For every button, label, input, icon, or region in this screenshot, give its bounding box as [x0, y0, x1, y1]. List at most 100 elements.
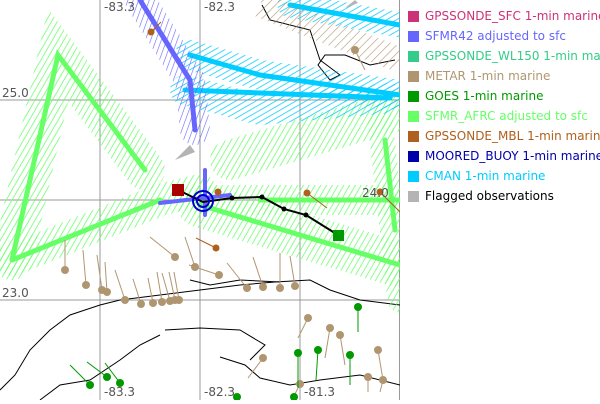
- metar-barbs: [255, 0, 405, 72]
- wind-barb: [69, 364, 91, 386]
- wind-barb: [247, 357, 264, 379]
- legend-label: SFMR_AFRC adjusted to sfc: [425, 109, 588, 123]
- station-dot: [294, 349, 302, 357]
- station-dot: [214, 188, 222, 196]
- wind-barb: [149, 236, 176, 258]
- legend-item[interactable]: Flagged observations: [408, 186, 600, 206]
- wind-barb: [96, 254, 103, 291]
- legend-item[interactable]: GPSSONDE_MBL 1-min marine: [408, 126, 600, 146]
- legend-item[interactable]: GPSSONDE_SFC 1-min marine: [408, 6, 600, 26]
- wind-barb: [114, 269, 126, 301]
- station-dot: [158, 298, 166, 306]
- legend-swatch-icon: [408, 50, 419, 62]
- station-dot: [137, 300, 145, 308]
- lon-label-top: -82.3: [204, 0, 236, 14]
- lon-label-bottom: -81.3: [304, 385, 336, 399]
- wind-barb: [184, 236, 196, 268]
- station-dot: [175, 296, 183, 304]
- wind-barb: [339, 334, 346, 366]
- station-dot: [354, 303, 362, 311]
- station-dot: [304, 314, 312, 322]
- track-start-marker: [172, 184, 184, 196]
- legend-label: MOORED_BUOY 1-min marine: [425, 149, 600, 163]
- station-dot: [376, 188, 384, 196]
- legend-item[interactable]: GPSSONDE_WL150 1-min marine: [408, 46, 600, 66]
- wind-barb: [306, 192, 328, 209]
- legend-swatch-icon: [408, 170, 419, 182]
- legend-swatch-icon: [408, 110, 419, 122]
- wind-barb: [195, 237, 217, 249]
- legend-label: SFMR42 adjusted to sfc: [425, 29, 566, 43]
- wind-barb: [173, 271, 180, 301]
- legend-label: CMAN 1-min marine: [425, 169, 546, 183]
- station-dot: [291, 282, 299, 290]
- station-dot: [290, 393, 298, 401]
- station-dot: [215, 271, 223, 279]
- wind-barb: [324, 327, 331, 359]
- station-dot: [243, 284, 251, 292]
- legend-swatch-icon: [408, 190, 419, 202]
- station-dot: [296, 380, 304, 388]
- flagged-observation: [175, 145, 195, 160]
- lat-label: 25.0: [2, 86, 29, 100]
- legend-item[interactable]: CMAN 1-min marine: [408, 166, 600, 186]
- station-dot: [351, 46, 359, 54]
- wind-barb: [156, 271, 163, 303]
- legend-item[interactable]: SFMR42 adjusted to sfc: [408, 26, 600, 46]
- legend-swatch-icon: [408, 150, 419, 162]
- wind-map[interactable]: -83.3 -82.3 25.0 24.0 23.0 -83.3 -82.3 -…: [0, 0, 423, 401]
- station-dot: [82, 281, 90, 289]
- storm-center-icon: [192, 190, 214, 212]
- track-end-marker: [333, 230, 344, 241]
- legend: GPSSONDE_SFC 1-min marine SFMR42 adjusted…: [408, 6, 600, 206]
- station-dot: [346, 351, 354, 359]
- lat-label: 24.0: [362, 186, 389, 200]
- wind-barb: [289, 255, 296, 287]
- station-dot: [336, 331, 344, 339]
- station-dot: [326, 324, 334, 332]
- legend-item[interactable]: GOES 1-min marine: [408, 86, 600, 106]
- lon-label-bottom: -83.3: [104, 385, 136, 399]
- station-dot: [103, 288, 111, 296]
- wind-barb: [377, 349, 384, 381]
- flagged-observation: [345, 0, 358, 8]
- wind-barb: [132, 278, 142, 305]
- station-dot: [149, 299, 157, 307]
- wind-barb: [379, 191, 401, 213]
- wind-barb: [86, 361, 108, 378]
- station-dot: [379, 376, 387, 384]
- wind-barb: [147, 277, 154, 304]
- legend-label: Flagged observations: [425, 189, 554, 203]
- wind-barb: [104, 362, 121, 384]
- legend-item[interactable]: METAR 1-min marine: [408, 66, 600, 86]
- station-dot: [61, 266, 69, 274]
- station-dot: [171, 253, 179, 261]
- legend-swatch-icon: [408, 10, 419, 22]
- station-dot: [374, 346, 382, 354]
- station-dot: [212, 244, 220, 252]
- station-dot: [259, 354, 267, 362]
- legend-swatch-icon: [408, 30, 419, 42]
- station-dot: [147, 28, 155, 36]
- station-dot: [103, 373, 111, 381]
- station-dot: [121, 296, 129, 304]
- legend-item[interactable]: SFMR_AFRC adjusted to sfc: [408, 106, 600, 126]
- legend-swatch-icon: [408, 70, 419, 82]
- lon-label-bottom: -82.3: [204, 385, 236, 399]
- wind-barb: [315, 349, 319, 381]
- wind-barb: [188, 264, 220, 276]
- legend-label: GPSSONDE_SFC 1-min marine: [425, 9, 600, 23]
- map-canvas[interactable]: [0, 0, 423, 401]
- legend-swatch-icon: [408, 130, 419, 142]
- legend-item[interactable]: MOORED_BUOY 1-min marine: [408, 146, 600, 166]
- wind-barb: [104, 261, 108, 293]
- goes-stations: [69, 303, 362, 401]
- wind-barb: [168, 271, 176, 301]
- legend-label: GOES 1-min marine: [425, 89, 544, 103]
- wind-barb: [161, 272, 171, 302]
- station-dot: [314, 346, 322, 354]
- cman-barbs: [170, 0, 415, 126]
- legend-label: METAR 1-min marine: [425, 69, 551, 83]
- legend-swatch-icon: [408, 90, 419, 102]
- metar-stations: [61, 46, 409, 395]
